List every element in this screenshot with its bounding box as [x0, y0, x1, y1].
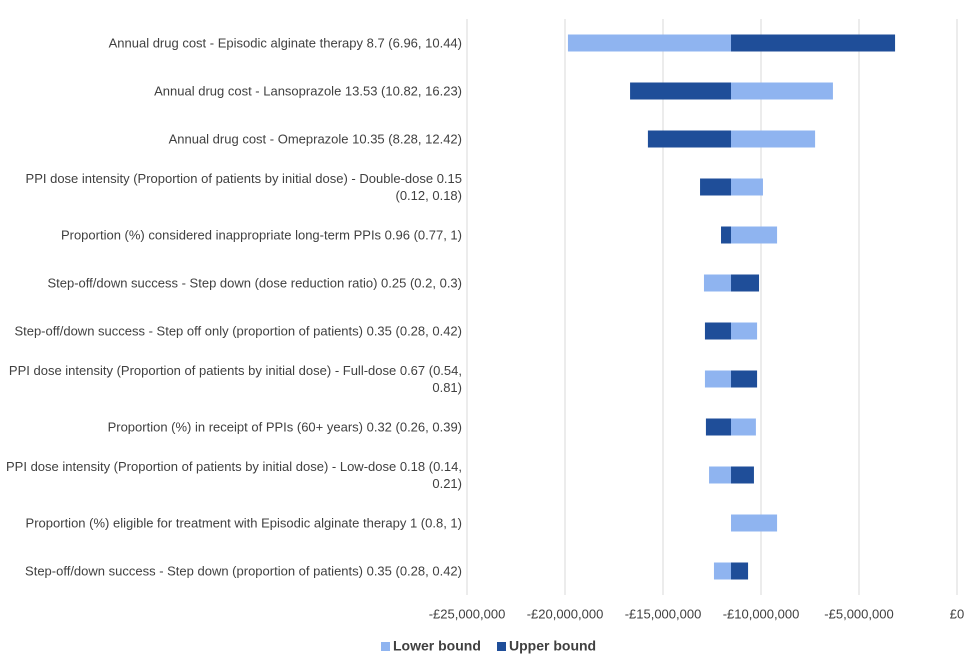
bar — [713, 562, 732, 580]
bar — [731, 514, 778, 532]
x-tick-label: £0 — [950, 606, 964, 621]
bar — [700, 178, 732, 196]
legend-label: Lower bound — [393, 638, 481, 654]
bar — [731, 322, 758, 340]
category-label: Proportion (%) considered inappropriate … — [60, 227, 462, 243]
bar — [731, 82, 833, 100]
x-tick-label: -£25,000,000 — [429, 606, 506, 621]
x-tick-label: -£10,000,000 — [723, 606, 800, 621]
bar — [704, 370, 732, 388]
x-tick-label: -£20,000,000 — [527, 606, 604, 621]
bar — [731, 130, 816, 148]
bar — [731, 370, 758, 388]
bar — [721, 226, 732, 244]
bar — [731, 226, 778, 244]
legend-label: Upper bound — [509, 638, 596, 654]
bar — [703, 274, 732, 292]
bar — [731, 418, 756, 436]
x-tick-label: -£5,000,000 — [824, 606, 893, 621]
category-label: Step-off/down success - Step down (dose … — [47, 275, 462, 291]
category-label: Proportion (%) in receipt of PPIs (60+ y… — [107, 419, 462, 435]
bar — [567, 34, 732, 52]
bar — [731, 466, 754, 484]
bar — [731, 34, 896, 52]
category-label: Proportion (%) eligible for treatment wi… — [25, 515, 462, 531]
category-label: Annual drug cost - Episodic alginate the… — [108, 35, 462, 51]
bar — [705, 418, 732, 436]
bar — [704, 322, 732, 340]
legend-swatch — [381, 642, 390, 651]
category-label: PPI dose intensity (Proportion of patien… — [25, 171, 462, 203]
category-label: PPI dose intensity (Proportion of patien… — [8, 363, 462, 395]
x-tick-label: -£15,000,000 — [625, 606, 702, 621]
category-label: Step-off/down success - Step off only (p… — [14, 323, 462, 339]
bar — [731, 178, 763, 196]
bar — [731, 274, 760, 292]
category-label: PPI dose intensity (Proportion of patien… — [6, 459, 462, 491]
legend-swatch — [497, 642, 506, 651]
category-label: Annual drug cost - Omeprazole 10.35 (8.2… — [168, 131, 462, 147]
category-label: Annual drug cost - Lansoprazole 13.53 (1… — [154, 83, 462, 99]
category-label: Step-off/down success - Step down (propo… — [25, 563, 462, 579]
bar — [647, 130, 732, 148]
bar — [709, 466, 732, 484]
bar — [731, 562, 749, 580]
bar — [630, 82, 732, 100]
